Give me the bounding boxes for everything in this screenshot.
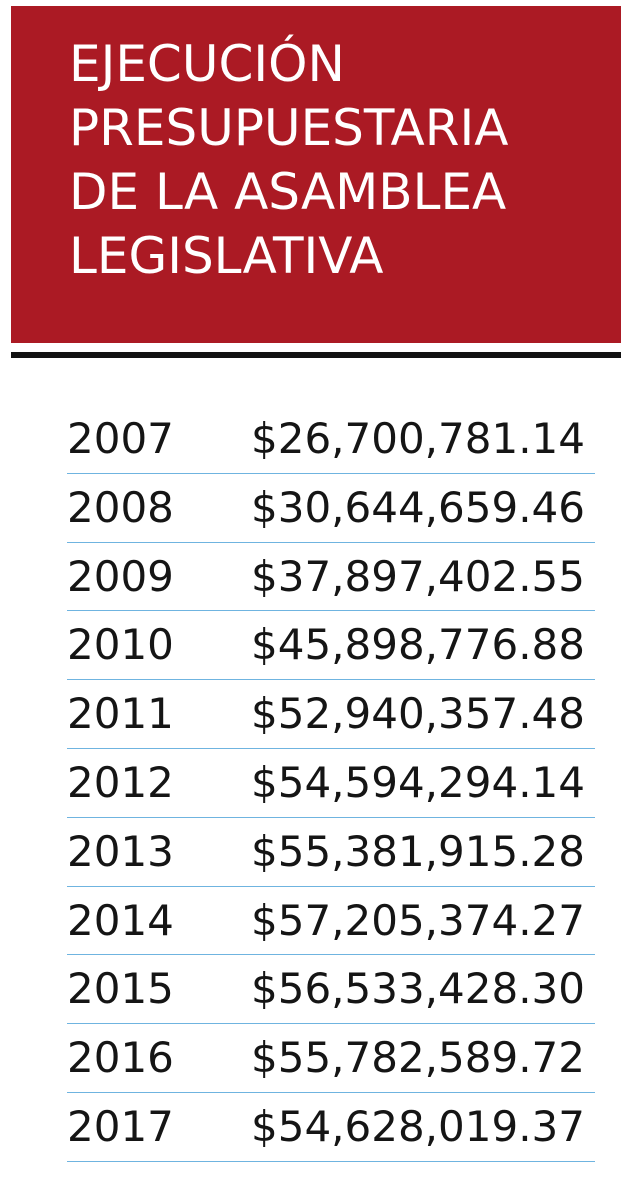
table-row: 2007 $26,700,781.14	[67, 405, 595, 474]
amount-cell: $56,533,428.30	[251, 964, 585, 1014]
title-line-1: EJECUCIÓN	[69, 35, 345, 93]
title-line-2: PRESUPUESTARIA	[69, 99, 509, 157]
year-cell: 2015	[67, 964, 174, 1014]
table-row: 2017 $54,628,019.37	[67, 1093, 595, 1162]
year-cell: 2013	[67, 826, 174, 876]
amount-cell: $37,897,402.55	[251, 551, 585, 601]
amount-cell: $26,700,781.14	[251, 414, 585, 463]
table-row: 2008 $30,644,659.46	[67, 474, 595, 543]
amount-cell: $54,594,294.14	[251, 757, 585, 807]
year-cell: 2014	[67, 895, 174, 945]
table-row: 2011 $52,940,357.48	[67, 680, 595, 749]
table-row: 2014 $57,205,374.27	[67, 887, 595, 956]
table-row: 2009 $37,897,402.55	[67, 543, 595, 612]
year-cell: 2011	[67, 689, 174, 739]
amount-cell: $57,205,374.27	[251, 895, 585, 945]
table-row: 2012 $54,594,294.14	[67, 749, 595, 818]
title-line-3: DE LA ASAMBLEA	[69, 163, 507, 221]
amount-cell: $30,644,659.46	[251, 482, 585, 532]
title-divider	[11, 352, 621, 358]
year-cell: 2007	[67, 414, 174, 463]
year-cell: 2017	[67, 1101, 174, 1151]
amount-cell: $45,898,776.88	[251, 620, 585, 670]
amount-cell: $55,381,915.28	[251, 826, 585, 876]
year-cell: 2008	[67, 482, 174, 532]
year-cell: 2012	[67, 757, 174, 807]
table-row: 2015 $56,533,428.30	[67, 955, 595, 1025]
budget-table: 2007 $26,700,781.14 2008 $30,644,659.46 2009…	[67, 405, 595, 1162]
amount-cell: $54,628,019.37	[251, 1101, 585, 1151]
amount-cell: $55,782,589.72	[251, 1033, 585, 1083]
table-row: 2016 $55,782,589.72	[67, 1024, 595, 1093]
year-cell: 2010	[67, 620, 174, 670]
title-banner: EJECUCIÓN PRESUPUESTARIA DE LA ASAMBLEA …	[11, 6, 621, 343]
year-cell: 2016	[67, 1033, 174, 1083]
title-line-4: LEGISLATIVA	[69, 227, 384, 285]
amount-cell: $52,940,357.48	[251, 689, 585, 739]
year-cell: 2009	[67, 551, 174, 601]
table-row: 2013 $55,381,915.28	[67, 818, 595, 887]
table-row: 2010 $45,898,776.88	[67, 611, 595, 681]
